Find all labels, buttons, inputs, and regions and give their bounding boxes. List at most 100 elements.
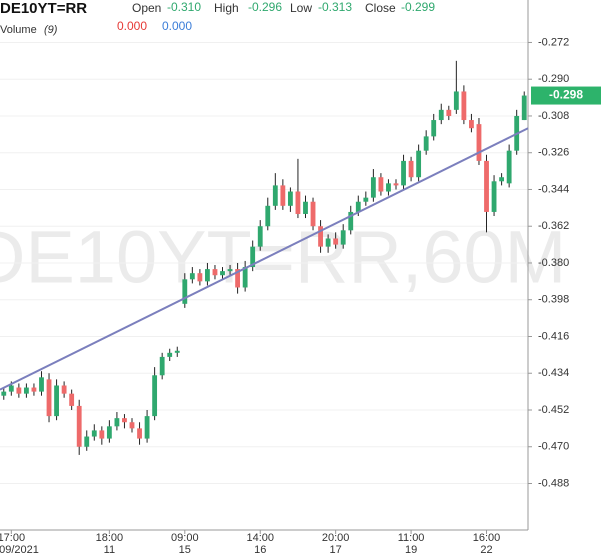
candle-body: [189, 273, 195, 280]
candle-body: [220, 271, 225, 276]
candle-body: [431, 120, 437, 137]
background-layer: DE10YT=RR,60M -0.272 -0.290 -0.308 -0.326 -0.…: [0, 0, 569, 556]
volume-label: Volume: [0, 24, 37, 36]
candle-body: [386, 183, 391, 192]
candle-body: [438, 109, 444, 121]
watermark: DE10YT=RR,60M: [0, 216, 566, 299]
x-tick-label: 11:00: [398, 532, 425, 544]
x-date-label: 19: [405, 544, 417, 556]
candle-body: [272, 185, 278, 206]
y-tick-label: -0.488: [538, 477, 569, 489]
candle-body: [144, 416, 150, 439]
y-tick-label: -0.416: [538, 330, 569, 342]
candle-body: [257, 226, 263, 247]
candle-body: [484, 160, 489, 212]
x-date-label: 02/09/2021: [0, 544, 39, 556]
candle-body: [476, 124, 482, 161]
candle-body: [54, 385, 59, 417]
candle-body: [363, 197, 369, 202]
candle-body: [318, 226, 323, 247]
candle-body: [182, 279, 188, 304]
y-tick-label: -0.398: [538, 294, 569, 306]
ohlc-name: Close: [365, 1, 396, 15]
candle-body: [16, 387, 22, 394]
candle-body: [333, 238, 339, 245]
candle-body: [137, 428, 142, 439]
candle-body: [265, 205, 271, 227]
x-date-label: 11: [104, 544, 115, 556]
chart-title: DE10YT=RR: [0, 0, 87, 17]
ohlc-value: -0.299: [401, 0, 435, 14]
candle-body: [370, 177, 376, 198]
x-tick-label: 18:00: [96, 532, 124, 544]
ohlc-name: Low: [290, 1, 312, 15]
candle-body: [1, 391, 7, 396]
y-tick-label: -0.362: [538, 220, 569, 232]
x-tick-label: 09:00: [171, 532, 199, 544]
candle-body: [114, 418, 120, 427]
candle-body: [8, 385, 14, 392]
y-tick-label: -0.434: [538, 367, 569, 379]
candle-body: [76, 405, 82, 447]
candle-body: [453, 91, 459, 110]
last-price-badge: [531, 86, 601, 105]
candle-body: [521, 95, 527, 121]
ohlc-name: Open: [132, 1, 161, 15]
x-date-label: 22: [480, 544, 492, 556]
candle-body: [235, 269, 241, 288]
candle-body: [393, 183, 399, 186]
y-tick-label: -0.326: [538, 147, 569, 159]
candle-body: [122, 418, 127, 423]
candle-body: [39, 377, 44, 392]
x-date-label: 16: [254, 544, 266, 556]
candle-body: [469, 120, 474, 129]
candle-body: [46, 379, 52, 417]
candle-body: [303, 201, 308, 214]
x-tick-label: 17:00: [0, 532, 25, 544]
candle-body: [99, 430, 105, 439]
candle-body: [355, 201, 361, 212]
candle-body: [91, 430, 97, 437]
candle-body: [197, 273, 203, 282]
candle-body: [174, 350, 180, 353]
candle-body: [499, 177, 505, 182]
candle-body: [23, 387, 29, 394]
candle-body: [423, 136, 429, 151]
y-tick-label: -0.452: [538, 404, 569, 416]
candle-body: [287, 191, 293, 206]
candle-body: [461, 91, 467, 121]
candle-body: [506, 150, 512, 184]
y-tick-label: -0.380: [538, 257, 569, 269]
y-tick-label: -0.272: [538, 36, 569, 48]
candle-body: [106, 426, 112, 439]
y-tick-label: -0.290: [538, 73, 569, 85]
candle-body: [205, 269, 210, 282]
volume-value: 0.000: [117, 19, 147, 33]
candle-body: [129, 422, 135, 429]
candle-body: [401, 160, 406, 186]
ohlc-value: -0.310: [167, 0, 201, 14]
volume-period: (9): [44, 24, 58, 36]
candle-body: [416, 150, 422, 178]
ohlc-name: High: [214, 1, 239, 15]
candle-body: [242, 267, 248, 288]
candle-body: [69, 393, 75, 406]
x-tick-label: 14:00: [246, 532, 274, 544]
candle-body: [227, 269, 233, 272]
candle-body: [84, 436, 90, 447]
x-date-label: 15: [179, 544, 191, 556]
candle-body: [325, 238, 331, 247]
candle-body: [491, 181, 497, 212]
x-tick-label: 20:00: [322, 532, 350, 544]
plot-layer: [0, 60, 529, 455]
candle-body: [250, 246, 256, 268]
candle-body: [378, 177, 384, 192]
y-tick-label: -0.344: [538, 183, 569, 195]
ohlc-value: -0.296: [248, 0, 282, 14]
candle-body: [295, 191, 301, 214]
last-price-label: -0.298: [549, 88, 583, 102]
ohlc-value: -0.313: [318, 0, 352, 14]
candle-body: [280, 185, 286, 206]
x-tick-label: 16:00: [473, 532, 501, 544]
